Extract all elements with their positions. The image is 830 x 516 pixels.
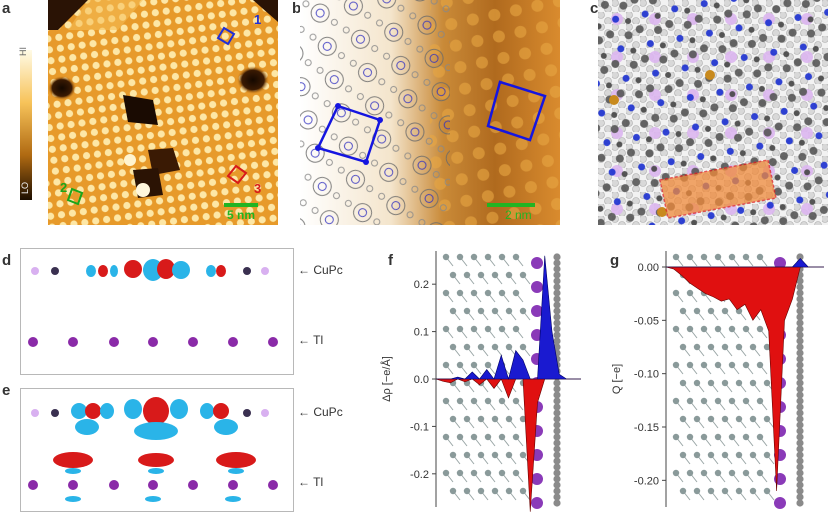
cupc-row-d [31,259,269,281]
arrow-label-cupc-d: ← CuPc [298,263,343,277]
chart-f-ylabel: Δρ [−e/Å] [380,356,393,402]
chart-g-ytick-label: -0.10 [634,369,659,381]
chart-g-ytick-label: -0.15 [634,422,659,434]
scale-bar-label-b: 2 nm [505,208,532,222]
chart-f-positive-area [436,255,581,381]
chart-g-ytick-label: 0.00 [638,262,659,274]
panel-letter-c: c [590,0,599,17]
adsorption-model-c [598,0,828,225]
interface-row-e [53,452,256,474]
charge-density-frame-e [20,388,294,512]
panel-letter-g: g [610,252,620,269]
panel-letter-a: a [2,0,11,17]
chart-f-ytick-label: 0.2 [414,279,429,291]
colorbar [20,50,32,200]
chart-g-ytick-label: -0.20 [634,475,659,487]
panel-letter-f: f [388,252,393,269]
chart-g: 0.00 -0.05 -0.10 -0.15 -0.20 Q [−e] [611,251,824,509]
chart-g-ytick-label: -0.05 [634,315,659,327]
tl-row-e [28,480,278,502]
label-tl-e: Tl [313,475,324,489]
chart-f-ytick-label: 0.0 [414,374,429,386]
label-cupc-e: CuPc [313,405,343,419]
panel-letter-d: d [2,252,12,269]
stm-image-a [48,0,278,225]
isosurface-e [28,397,278,502]
stm-overlay-image-b [300,0,560,225]
isosurface-d [28,259,278,347]
chart-f-ytick-label: -0.1 [410,421,429,433]
arrow-label-tl-d: ← Tl [298,333,324,347]
chart-g-ylabel: Q [−e] [611,364,623,394]
chart-g-graphene-backdrop [672,253,804,509]
tl-row-d [28,337,278,347]
molecule-overlay-b [300,0,560,225]
label-tl-d: Tl [313,333,324,347]
colorbar-lo-label: LO [20,181,30,194]
chart-f-ytick-label: 0.1 [414,327,429,339]
charge-density-frame-d [20,248,294,375]
label-cupc-d: CuPc [313,263,343,277]
stm-topography-a [48,0,278,225]
panel-letter-b: b [292,0,302,17]
arrow-label-tl-e: ← Tl [298,475,324,489]
domain-label-3: 3 [254,181,262,196]
scale-bar-label-a: 5 nm [227,208,256,222]
chart-f: 0.2 0.1 0.0 -0.1 -0.2 Δρ [−e/Å] [380,251,581,512]
domain-label-2: 2 [60,180,68,195]
panel-letter-e: e [2,382,11,399]
arrow-label-cupc-e: ← CuPc [298,405,343,419]
domain-label-1: 1 [254,12,262,27]
chart-f-ytick-label: -0.2 [410,469,429,481]
cupc-row-e [31,397,269,440]
chart-g-positive-area [666,258,824,268]
colorbar-hi-label: HI [18,47,28,56]
atomic-model-c [598,0,828,225]
